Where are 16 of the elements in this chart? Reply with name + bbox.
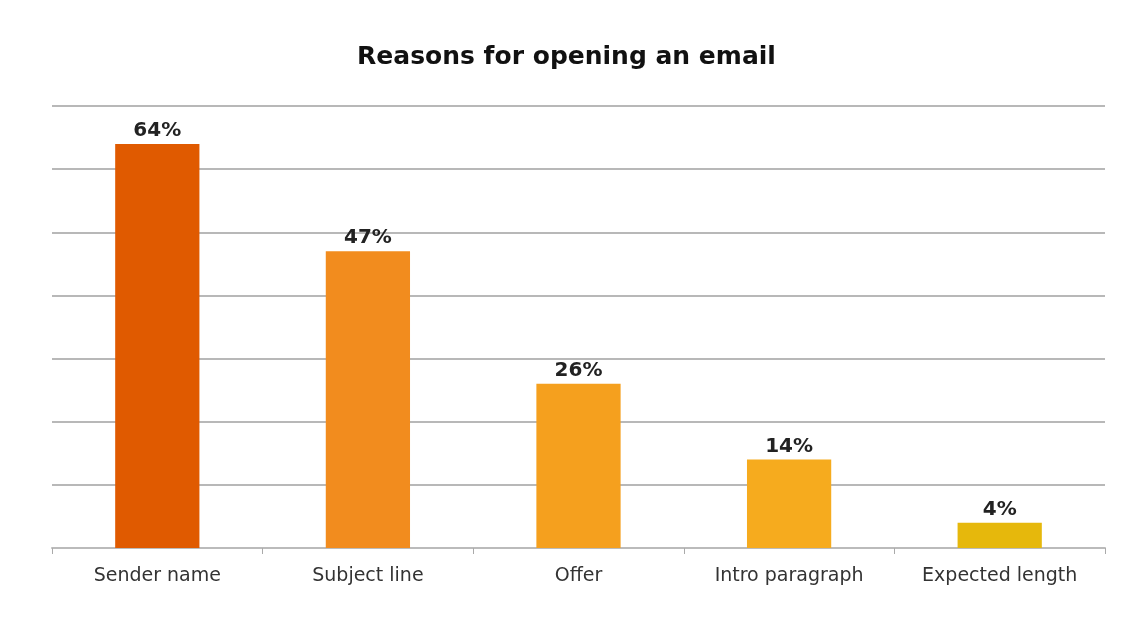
bar — [746, 459, 832, 548]
x-tick-label: Expected length — [922, 562, 1078, 585]
x-tick-label: Sender name — [93, 562, 221, 585]
data-label: 26% — [554, 356, 603, 381]
bar — [536, 383, 621, 548]
x-tick-label: Subject line — [312, 562, 424, 585]
x-tick-label: Offer — [554, 562, 603, 585]
data-label: 47% — [343, 224, 392, 249]
data-label: 64% — [133, 116, 182, 141]
bar — [957, 522, 1042, 548]
data-label: 4% — [982, 495, 1017, 520]
data-label: 14% — [765, 432, 814, 457]
bar — [115, 143, 200, 548]
bar — [325, 251, 411, 548]
chart-title: Reasons for opening an email — [357, 41, 776, 70]
x-tick-label: Intro paragraph — [714, 562, 864, 585]
